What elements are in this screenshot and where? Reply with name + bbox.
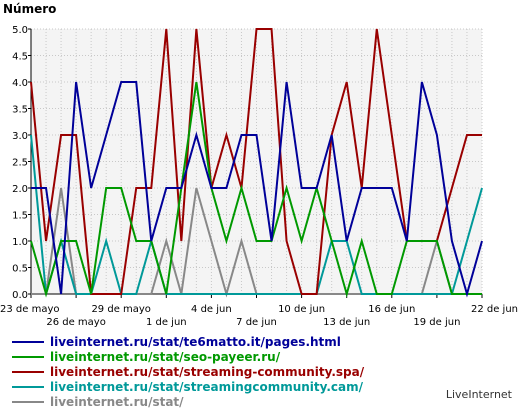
legend: liveinternet.ru/stat/te6matto.it/pages.h…	[12, 334, 364, 409]
legend-label: liveinternet.ru/stat/seo-payeer.ru/	[50, 349, 281, 364]
legend-item: liveinternet.ru/stat/te6matto.it/pages.h…	[12, 334, 364, 349]
x-tick-label: 29 de mayo	[91, 304, 151, 315]
y-tick-label: 1.5	[12, 211, 28, 222]
legend-swatch	[12, 355, 44, 358]
x-tick-label: 13 de jun	[323, 317, 370, 328]
legend-swatch	[12, 370, 44, 373]
y-tick-label: 0.5	[12, 264, 28, 275]
legend-item: liveinternet.ru/stat/seo-payeer.ru/	[12, 349, 364, 364]
y-tick-label: 5.0	[12, 25, 28, 36]
series-line-1	[31, 81, 483, 298]
x-tick-label: 1 de jun	[146, 317, 187, 328]
x-tick-label: 22 de jun	[471, 304, 518, 315]
legend-label: liveinternet.ru/stat/streamingcommunity.…	[50, 379, 364, 394]
x-tick-label: 4 de jun	[191, 304, 232, 315]
y-tick-label: 2.5	[12, 158, 28, 169]
legend-label: liveinternet.ru/stat/streaming-community…	[50, 364, 365, 379]
x-tick-label: 19 de jun	[413, 317, 460, 328]
series-lines	[30, 28, 483, 298]
brand-label: LiveInternet	[445, 388, 512, 401]
y-tick-label: 4.5	[12, 52, 28, 63]
y-tick-label: 0.0	[12, 290, 28, 301]
legend-swatch	[12, 385, 44, 388]
y-tick-label: 4.0	[12, 78, 28, 89]
legend-item: liveinternet.ru/stat/streamingcommunity.…	[12, 379, 364, 394]
y-tick-label: 3.5	[12, 105, 28, 116]
axes: 0.0 0.5 1.0 1.5 2.0 2.5 3.0 3.5 4.0 4.5 5.0 23 de m…	[0, 25, 518, 328]
y-axis-title: Número	[3, 2, 57, 16]
y-tick-label: 3.0	[12, 131, 28, 142]
y-tick-label: 1.0	[12, 237, 28, 248]
legend-swatch	[12, 340, 44, 343]
x-tick-label: 7 de jun	[236, 317, 277, 328]
legend-label: liveinternet.ru/stat/	[50, 394, 184, 409]
series-line-4	[30, 134, 483, 295]
x-tick-label: 10 de jun	[278, 304, 325, 315]
legend-swatch	[12, 400, 44, 403]
x-tick-label: 26 de mayo	[46, 317, 106, 328]
x-tick-label: 23 de mayo	[0, 304, 60, 315]
legend-item: liveinternet.ru/stat/	[12, 394, 364, 409]
legend-label: liveinternet.ru/stat/te6matto.it/pages.h…	[50, 334, 341, 349]
legend-item: liveinternet.ru/stat/streaming-community…	[12, 364, 364, 379]
x-tick-label: 16 de jun	[368, 304, 415, 315]
y-tick-label: 2.0	[12, 184, 28, 195]
